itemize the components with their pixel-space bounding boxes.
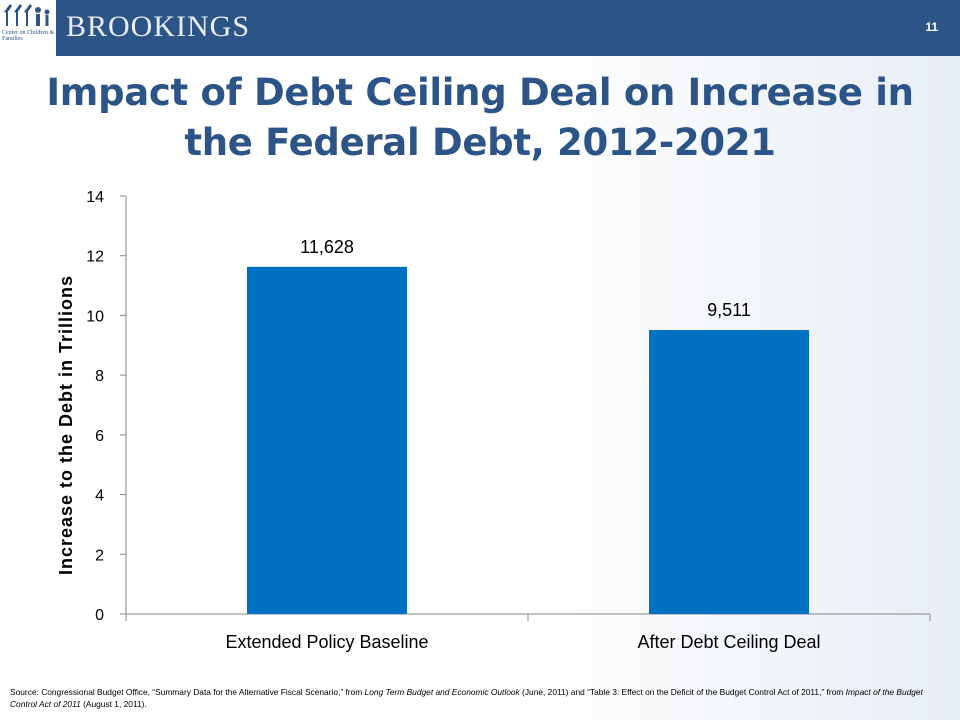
bar-1 <box>247 266 407 614</box>
source-publication-2: Impact of the Budget Control Act of 2011 <box>10 687 923 709</box>
y-tick-label: 14 <box>86 189 104 206</box>
data-label-2: 9,511 <box>707 300 751 320</box>
category-label-2: After Debt Ceiling Deal <box>637 632 820 652</box>
y-tick-label: 6 <box>95 428 104 445</box>
header: Center on Children & Families BROOKINGS … <box>0 0 960 56</box>
source-text-1: Source: Congressional Budget Office, “Su… <box>10 687 365 697</box>
y-tick-label: 0 <box>95 607 104 624</box>
source-publication-1: Long Term Budget and Economic Outlook <box>364 687 520 697</box>
title-line-2: the Federal Debt, 2012-2021 <box>184 121 776 164</box>
header-bar <box>56 0 960 56</box>
category-label-1: Extended Policy Baseline <box>225 632 428 652</box>
y-tick-label: 10 <box>86 308 104 325</box>
y-axis-title: Increase to the Debt in Trillions <box>56 275 76 575</box>
bar-2 <box>649 330 809 614</box>
brookings-logo: Center on Children & Families <box>0 0 56 56</box>
source-note: Source: Congressional Budget Office, “Su… <box>10 686 950 710</box>
family-figures-icon <box>4 4 50 26</box>
y-tick-label: 4 <box>95 488 104 505</box>
brand-name: BROOKINGS <box>66 10 251 43</box>
title-line-1: Impact of Debt Ceiling Deal on Increase … <box>46 71 914 114</box>
source-text-3: (August 1, 2011). <box>80 699 147 709</box>
y-tick-label: 12 <box>86 249 104 266</box>
data-label-1: 11,628 <box>300 237 354 257</box>
y-tick-label: 2 <box>95 547 104 564</box>
slide-number: 11 <box>925 20 938 34</box>
y-tick-label: 8 <box>95 368 104 385</box>
slide-title: Impact of Debt Ceiling Deal on Increase … <box>0 68 960 168</box>
source-text-2: (June, 2011) and “Table 3: Effect on the… <box>519 687 846 697</box>
logo-caption: Center on Children & Families <box>2 30 55 42</box>
bar-chart: 0 2 4 6 8 10 12 14 11,628 Extended Policy Baselin… <box>56 189 931 652</box>
